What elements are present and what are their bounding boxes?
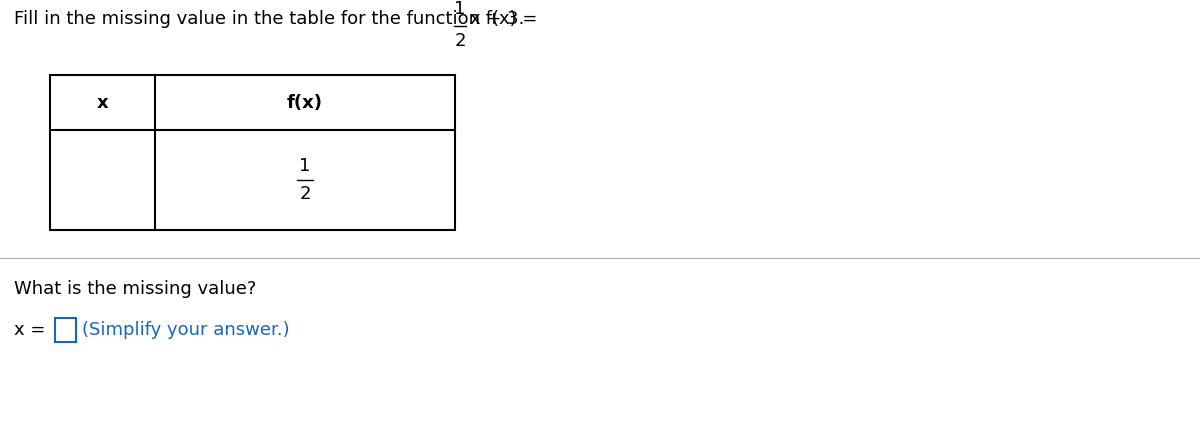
Text: Fill in the missing value in the table for the function f(x) =: Fill in the missing value in the table f… [14, 10, 544, 28]
Text: What is the missing value?: What is the missing value? [14, 280, 257, 298]
Text: x: x [97, 93, 108, 112]
Text: 2: 2 [299, 185, 311, 203]
Text: 2: 2 [455, 32, 466, 50]
Text: f(x): f(x) [287, 93, 323, 112]
Text: x =: x = [14, 321, 52, 339]
Bar [55, 318, 76, 342]
Text: (Simplify your answer.): (Simplify your answer.) [82, 321, 289, 339]
Text: x + 3.: x + 3. [470, 10, 524, 28]
Text: 1: 1 [299, 157, 311, 175]
Bar [50, 75, 455, 230]
Text: 1: 1 [455, 0, 466, 18]
